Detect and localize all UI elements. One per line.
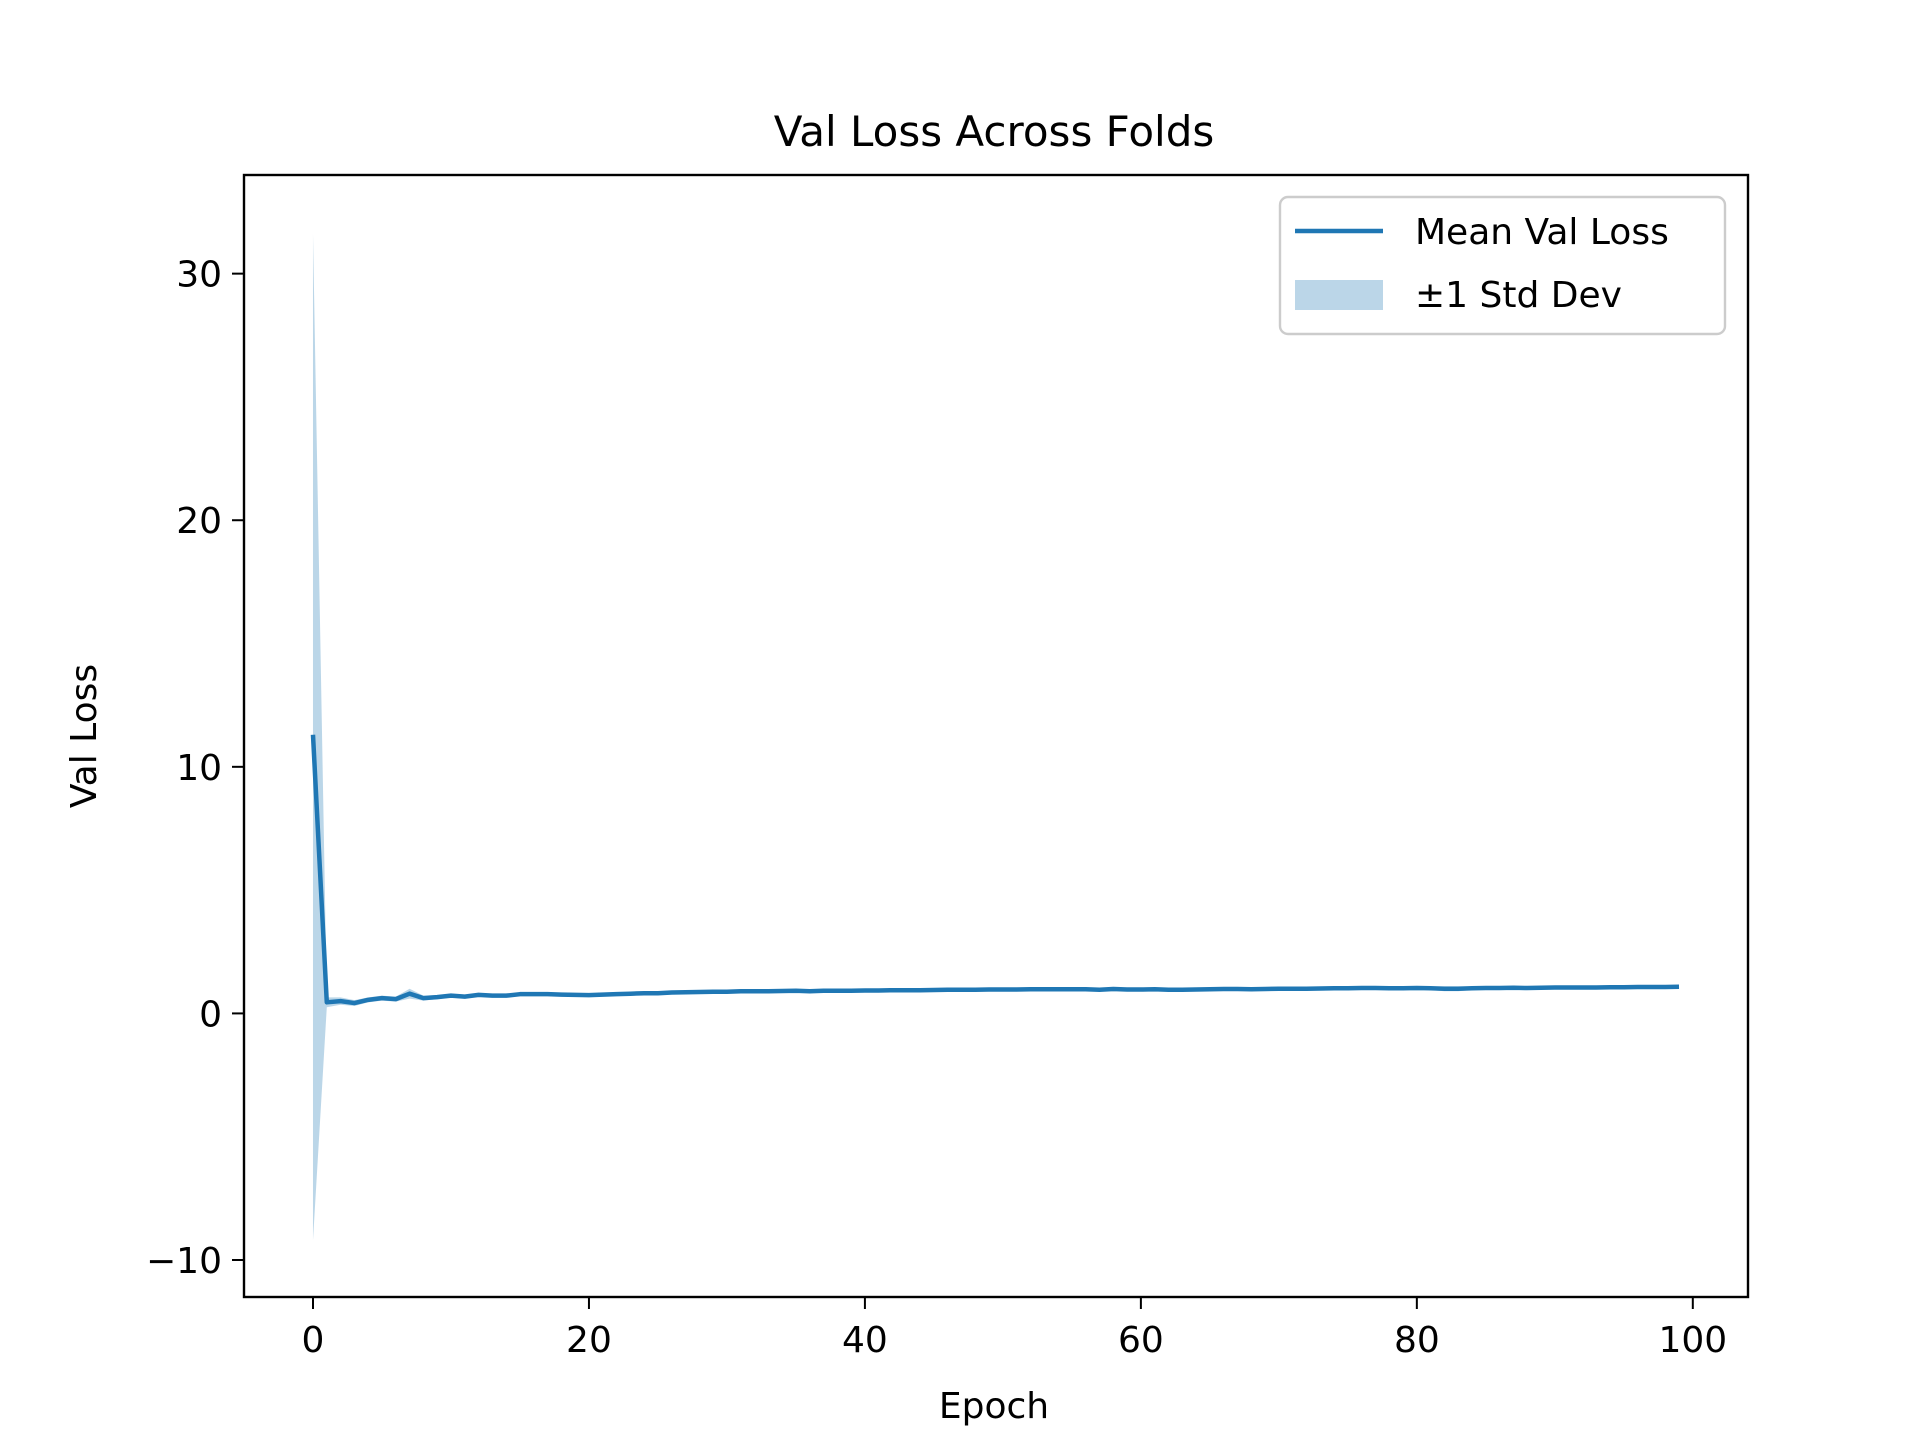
y-axis-ticks: −10 0 10 20 30 — [146, 255, 244, 1282]
x-tick-label: 100 — [1658, 1320, 1727, 1361]
mean-val-loss-line — [310, 734, 1680, 1006]
y-tick-label: −10 — [146, 1241, 222, 1282]
y-tick-label: 10 — [176, 748, 222, 789]
x-tick-label: 80 — [1394, 1320, 1440, 1361]
x-tick-label: 40 — [842, 1320, 888, 1361]
legend: Mean Val Loss ±1 Std Dev — [1278, 195, 1727, 336]
x-axis-label: Epoch — [939, 1386, 1049, 1427]
y-tick-label: 30 — [176, 255, 222, 296]
y-tick-label: 20 — [176, 501, 222, 542]
legend-box — [1278, 195, 1727, 336]
plot-area — [310, 234, 1680, 1241]
x-axis-ticks: 0 20 40 60 80 100 — [302, 1297, 1727, 1361]
legend-label-mean: Mean Val Loss — [1415, 212, 1669, 253]
legend-band-swatch — [1295, 280, 1383, 310]
x-tick-label: 0 — [302, 1320, 325, 1361]
legend-label-std: ±1 Std Dev — [1415, 275, 1622, 316]
axes-frame — [242, 173, 1750, 1299]
chart-title: Val Loss Across Folds — [774, 107, 1215, 156]
x-tick-label: 60 — [1118, 1320, 1164, 1361]
y-axis-label: Val Loss — [64, 664, 105, 808]
x-tick-label: 20 — [566, 1320, 612, 1361]
y-tick-label: 0 — [199, 994, 222, 1035]
